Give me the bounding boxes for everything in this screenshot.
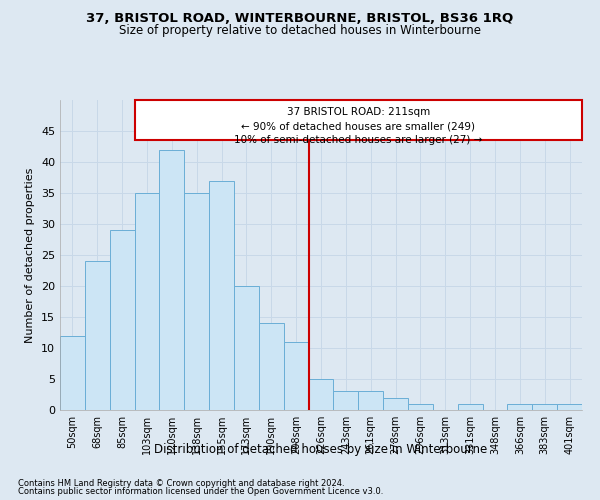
Text: Distribution of detached houses by size in Winterbourne: Distribution of detached houses by size … [154,442,488,456]
Bar [308,379,334,410]
Bar [134,193,160,410]
Bar [134,100,582,140]
Text: Contains public sector information licensed under the Open Government Licence v3: Contains public sector information licen… [18,487,383,496]
Bar [110,230,134,410]
Bar [508,404,532,410]
Bar [358,392,383,410]
Text: Contains HM Land Registry data © Crown copyright and database right 2024.: Contains HM Land Registry data © Crown c… [18,478,344,488]
Text: Size of property relative to detached houses in Winterbourne: Size of property relative to detached ho… [119,24,481,37]
Bar [85,261,110,410]
Bar [284,342,308,410]
Bar [160,150,184,410]
Bar [557,404,582,410]
Bar [408,404,433,410]
Text: ← 90% of detached houses are smaller (249): ← 90% of detached houses are smaller (24… [241,122,475,132]
Bar [383,398,408,410]
Bar [234,286,259,410]
Y-axis label: Number of detached properties: Number of detached properties [25,168,35,342]
Bar [184,193,209,410]
Bar [458,404,482,410]
Text: 37 BRISTOL ROAD: 211sqm: 37 BRISTOL ROAD: 211sqm [287,108,430,118]
Bar [532,404,557,410]
Bar [209,180,234,410]
Text: 10% of semi-detached houses are larger (27) →: 10% of semi-detached houses are larger (… [234,134,482,144]
Bar [60,336,85,410]
Text: 37, BRISTOL ROAD, WINTERBOURNE, BRISTOL, BS36 1RQ: 37, BRISTOL ROAD, WINTERBOURNE, BRISTOL,… [86,12,514,26]
Bar [334,392,358,410]
Bar [259,323,284,410]
